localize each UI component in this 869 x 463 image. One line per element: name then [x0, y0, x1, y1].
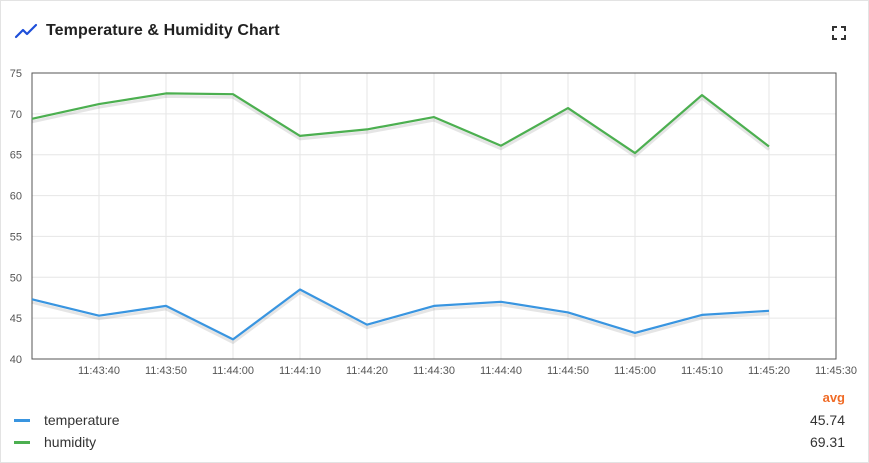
legend-label: temperature [44, 412, 120, 428]
x-tick-label: 11:45:30 [815, 365, 857, 377]
x-tick-label: 11:44:40 [480, 365, 522, 377]
y-tick-label: 70 [10, 109, 22, 121]
y-tick-label: 50 [10, 272, 22, 284]
humidity-swatch [14, 440, 30, 444]
temperature-line-shadow [31, 291, 770, 344]
y-tick-label: 55 [10, 231, 22, 243]
x-tick-label: 11:44:30 [413, 365, 455, 377]
temperature-line [31, 288, 770, 341]
trending-line-icon [14, 19, 38, 43]
x-tick-label: 11:44:50 [547, 365, 589, 377]
line-chart: 40 45 50 55 60 65 70 75 11:43:40 11:43:50 11:44:0… [10, 68, 857, 377]
chart-grid [32, 72, 837, 360]
humidity-line [31, 92, 770, 155]
legend-label: humidity [44, 434, 97, 450]
temperature-swatch [14, 418, 30, 422]
x-tick-label: 11:45:00 [614, 365, 656, 377]
chart-series [31, 92, 770, 344]
y-axis-ticks: 40 45 50 55 60 65 70 75 [10, 68, 22, 366]
x-axis-ticks: 11:43:40 11:43:50 11:44:00 11:44:10 11:44:20… [78, 365, 857, 377]
humidity-line-shadow [31, 94, 770, 158]
y-tick-label: 65 [10, 150, 22, 162]
plot-frame [31, 72, 837, 360]
y-tick-label: 60 [10, 191, 22, 203]
y-tick-label: 75 [10, 68, 22, 80]
y-tick-label: 45 [10, 313, 22, 325]
legend-avg-value: 45.74 [809, 412, 845, 428]
x-tick-label: 11:45:20 [748, 365, 790, 377]
x-tick-label: 11:44:20 [346, 365, 388, 377]
legend-row-humidity[interactable]: humidity 69.31 [10, 432, 850, 452]
fullscreen-icon[interactable] [830, 24, 848, 42]
x-tick-label: 11:43:40 [78, 365, 120, 377]
legend-avg-header: avg [822, 390, 845, 405]
legend-avg-value: 69.31 [809, 434, 845, 450]
x-tick-label: 11:44:10 [279, 365, 321, 377]
x-tick-label: 11:44:00 [212, 365, 254, 377]
y-tick-label: 40 [10, 354, 22, 366]
legend-row-temperature[interactable]: temperature 45.74 [10, 410, 850, 430]
chart-title: Temperature & Humidity Chart [46, 22, 280, 39]
x-tick-label: 11:45:10 [681, 365, 723, 377]
x-tick-label: 11:43:50 [145, 365, 187, 377]
chart-header: Temperature & Humidity Chart [14, 18, 280, 44]
